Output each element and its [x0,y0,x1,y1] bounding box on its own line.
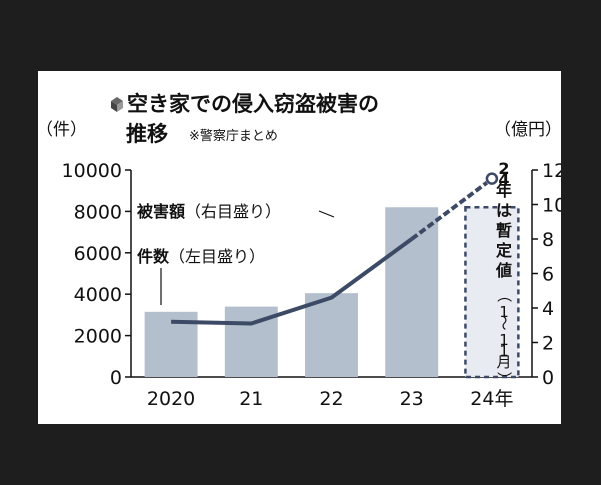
damage-line-provisional [410,181,489,241]
label-damage-leader [318,210,335,218]
right-tick-label: 0 [542,367,554,389]
damage-line-solid [171,237,413,326]
provisional-note-char: 定 [495,241,512,260]
provisional-note-char: は [496,201,512,220]
provisional-range-char: 1 [499,331,509,349]
bar [305,293,358,377]
chart-panel: 空き家での侵入窃盗被害の 推移 ※警察庁まとめ （件） （億円） 0 2000 40… [38,71,561,424]
provisional-range-char: ） [495,371,513,386]
right-tick-label: 12 [542,160,561,182]
right-tick-label: 8 [542,229,554,251]
x-axis-ticks: 2020 21 22 23 24年 [147,388,514,410]
bars [144,206,520,379]
provisional-range-char: （ [495,287,513,302]
provisional-range-char: 1 [499,342,509,360]
left-tick-label: 0 [110,367,122,389]
x-tick-label: 24年 [470,388,513,410]
label-damage-amount: 被害額（右目盛り） [137,202,281,221]
left-tick-label: 4000 [74,284,122,306]
x-tick-label: 23 [400,388,424,410]
provisional-range-char: 〜 [495,315,513,330]
source-note: ※警察庁まとめ [189,128,278,144]
left-axis-ticks: 0 2000 4000 6000 8000 10000 [62,160,131,389]
chart-title-line1: 空き家での侵入窃盗被害の [127,92,379,116]
provisional-note-char: 暫 [496,221,512,240]
right-axis-ticks: 0 2 4 6 8 10 12 [532,160,561,389]
provisional-range-char: 月 [496,353,511,371]
damage-line [171,172,499,326]
left-tick-label: 6000 [74,243,122,265]
left-tick-label: 8000 [74,201,122,223]
label-case-count: 件数（左目盛り） [137,247,265,266]
provisional-note-char: 2 [498,159,509,178]
left-tick-label: 10000 [62,160,122,182]
x-tick-label: 22 [319,388,343,410]
provisional-note-char: 4 [498,170,509,189]
x-tick-label: 21 [239,388,263,410]
provisional-range-char: 1 [499,303,509,321]
right-axis-unit: （億円） [494,120,561,140]
right-tick-label: 6 [542,264,554,286]
bar-provisional [464,206,520,379]
bar [385,207,439,377]
damage-point-provisional [485,172,499,185]
right-tick-label: 10 [542,195,561,217]
title-icon [111,97,123,112]
chart: 空き家での侵入窃盗被害の 推移 ※警察庁まとめ （件） （億円） 0200040… [38,92,561,410]
provisional-note-char: 値 [495,261,512,280]
provisional-note-char: 年 [496,181,512,200]
chart-title-line2: 推移 [126,122,168,146]
right-tick-label: 2 [542,333,554,355]
left-axis-unit: （件） [38,120,87,140]
x-tick-label: 2020 [147,388,195,410]
right-tick-label: 4 [542,298,554,320]
left-tick-label: 2000 [74,326,122,348]
